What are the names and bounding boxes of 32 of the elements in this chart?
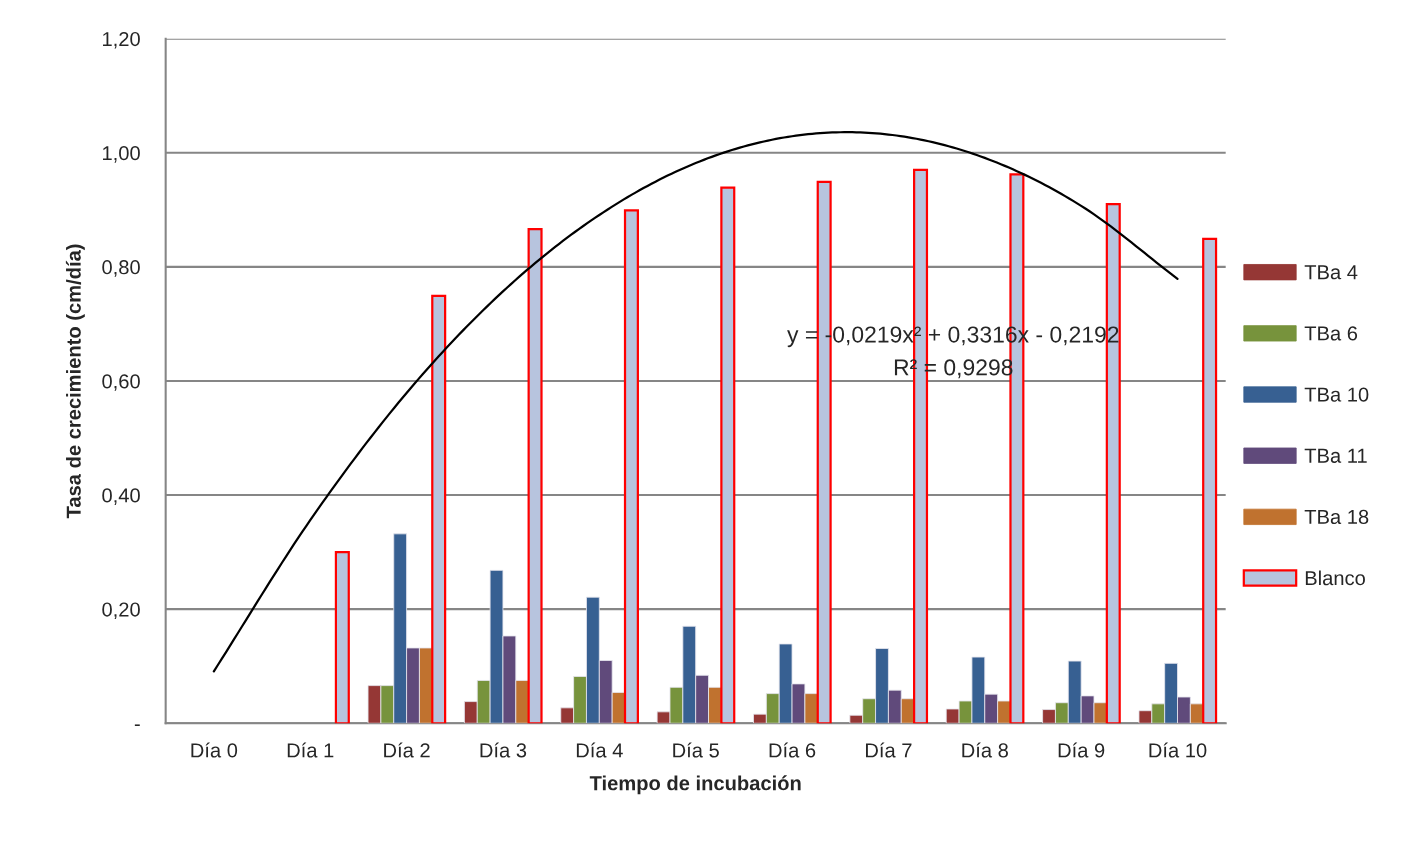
x-tick-label: Día 9 [1058, 742, 1105, 758]
x-tick-label: Día 7 [866, 742, 912, 758]
y-axis-title: Tasa de crecimiento (cm/día) [65, 244, 85, 519]
legend-label: TBa 4 [1304, 265, 1358, 280]
x-tick-label: Día 5 [673, 742, 719, 758]
bar [623, 209, 639, 724]
bar [334, 551, 350, 724]
legend-label: TBa 10 [1304, 387, 1369, 402]
y-tick-label: 0,40 [102, 488, 140, 505]
bar [720, 186, 736, 724]
y-tick-label: 0,60 [102, 374, 140, 391]
x-tick-label: Día 6 [769, 742, 816, 758]
y-tick-label: 0,20 [102, 602, 140, 620]
bar [431, 294, 447, 724]
bar [1202, 237, 1218, 724]
y-tick-label: - [134, 724, 140, 726]
y-tick-label: 1,20 [103, 31, 140, 49]
y-tick-label: 0,80 [102, 260, 140, 277]
legend-label: TBa 18 [1304, 509, 1369, 525]
x-tick-label: Día 10 [1149, 742, 1207, 758]
x-tick-label: Día 2 [384, 742, 430, 758]
y-tick-label: 1,00 [103, 146, 140, 163]
legend-label: TBa 11 [1304, 448, 1367, 463]
x-tick-label: Día 0 [191, 742, 238, 758]
x-tick-label: Día 1 [287, 742, 334, 758]
x-tick-label: Día 8 [962, 742, 1008, 758]
bar [527, 228, 543, 724]
x-axis-title: Tiempo de incubación [589, 775, 801, 795]
legend-label: Blanco [1305, 570, 1365, 586]
legend-label: TBa 6 [1304, 326, 1358, 341]
x-tick-label: Día 4 [576, 742, 623, 758]
x-tick-label: Día 3 [480, 742, 527, 758]
